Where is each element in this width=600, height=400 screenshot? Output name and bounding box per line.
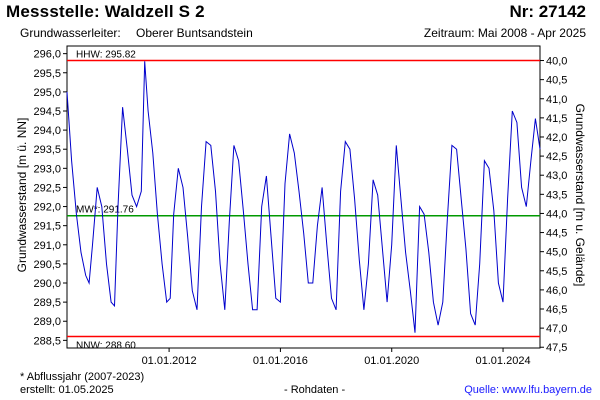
reference-label-min: NNW: 288.60 bbox=[76, 341, 136, 352]
plot-area bbox=[66, 45, 541, 349]
y-tick-label: 289,0 bbox=[33, 316, 61, 328]
y-tick-label: 295,5 bbox=[33, 68, 61, 80]
y2-tick-label: 42,5 bbox=[546, 151, 567, 163]
y-tick-label: 291,0 bbox=[33, 240, 61, 252]
y2-axis-title: Grundwasserstand [m u. Gelände] bbox=[573, 104, 587, 287]
y2-tick-label: 47,0 bbox=[546, 323, 567, 335]
reference-label-mean: MW*: 291.76 bbox=[76, 205, 134, 216]
station-title: Messstelle: Waldzell S 2 bbox=[6, 2, 205, 21]
y2-tick-label: 40,5 bbox=[546, 75, 567, 87]
y2-tick-label: 45,5 bbox=[546, 266, 567, 278]
source-link[interactable]: Quelle: www.lfu.bayern.de bbox=[464, 384, 592, 396]
y-tick-label: 291,5 bbox=[33, 221, 61, 233]
y2-tick-label: 43,5 bbox=[546, 189, 567, 201]
y2-tick-label: 43,0 bbox=[546, 170, 567, 182]
y2-tick-label: 46,5 bbox=[546, 304, 567, 316]
created-date: erstellt: 01.05.2025 bbox=[20, 384, 114, 396]
y-tick-label: 293,0 bbox=[33, 163, 61, 175]
y2-tick-label: 44,0 bbox=[546, 208, 567, 220]
y-tick-label: 290,0 bbox=[33, 278, 61, 290]
y-tick-label: 295,0 bbox=[33, 87, 61, 99]
aquifer-value: Oberer Buntsandstein bbox=[136, 26, 253, 40]
groundwater-series-line bbox=[66, 61, 541, 333]
y-tick-label: 288,5 bbox=[33, 335, 61, 347]
footnote: * Abflussjahr (2007-2023) bbox=[20, 371, 145, 383]
x-tick-label: 01.01.2020 bbox=[364, 355, 419, 367]
y2-tick-label: 47,5 bbox=[546, 342, 567, 354]
y-tick-label: 292,0 bbox=[33, 202, 61, 214]
y2-tick-label: 45,0 bbox=[546, 247, 567, 259]
reference-label-max: HHW: 295.82 bbox=[76, 50, 136, 61]
y2-tick-label: 46,0 bbox=[546, 285, 567, 297]
y2-tick-label: 41,5 bbox=[546, 113, 567, 125]
y2-tick-label: 40,0 bbox=[546, 56, 567, 68]
y-tick-label: 293,5 bbox=[33, 144, 61, 156]
y2-tick-label: 44,5 bbox=[546, 228, 567, 240]
y-tick-label: 294,0 bbox=[33, 125, 61, 137]
station-number: Nr: 27142 bbox=[509, 2, 586, 21]
aquifer-label: Grundwasserleiter: bbox=[20, 26, 121, 40]
y2-tick-label: 42,0 bbox=[546, 132, 567, 144]
y-tick-label: 292,5 bbox=[33, 182, 61, 194]
y-tick-label: 294,5 bbox=[33, 106, 61, 118]
x-tick-label: 01.01.2016 bbox=[253, 355, 308, 367]
y-tick-label: 289,5 bbox=[33, 297, 61, 309]
y-tick-label: 296,0 bbox=[33, 49, 61, 61]
raw-data-label: - Rohdaten - bbox=[284, 384, 346, 396]
y-tick-label: 290,5 bbox=[33, 259, 61, 271]
y2-tick-label: 41,0 bbox=[546, 94, 567, 106]
time-range: Zeitraum: Mai 2008 - Apr 2025 bbox=[423, 26, 586, 40]
x-tick-label: 01.01.2012 bbox=[142, 355, 197, 367]
y-axis-title: Grundwasserstand [m ü. NN] bbox=[15, 118, 29, 273]
x-tick-label: 01.01.2024 bbox=[476, 355, 531, 367]
